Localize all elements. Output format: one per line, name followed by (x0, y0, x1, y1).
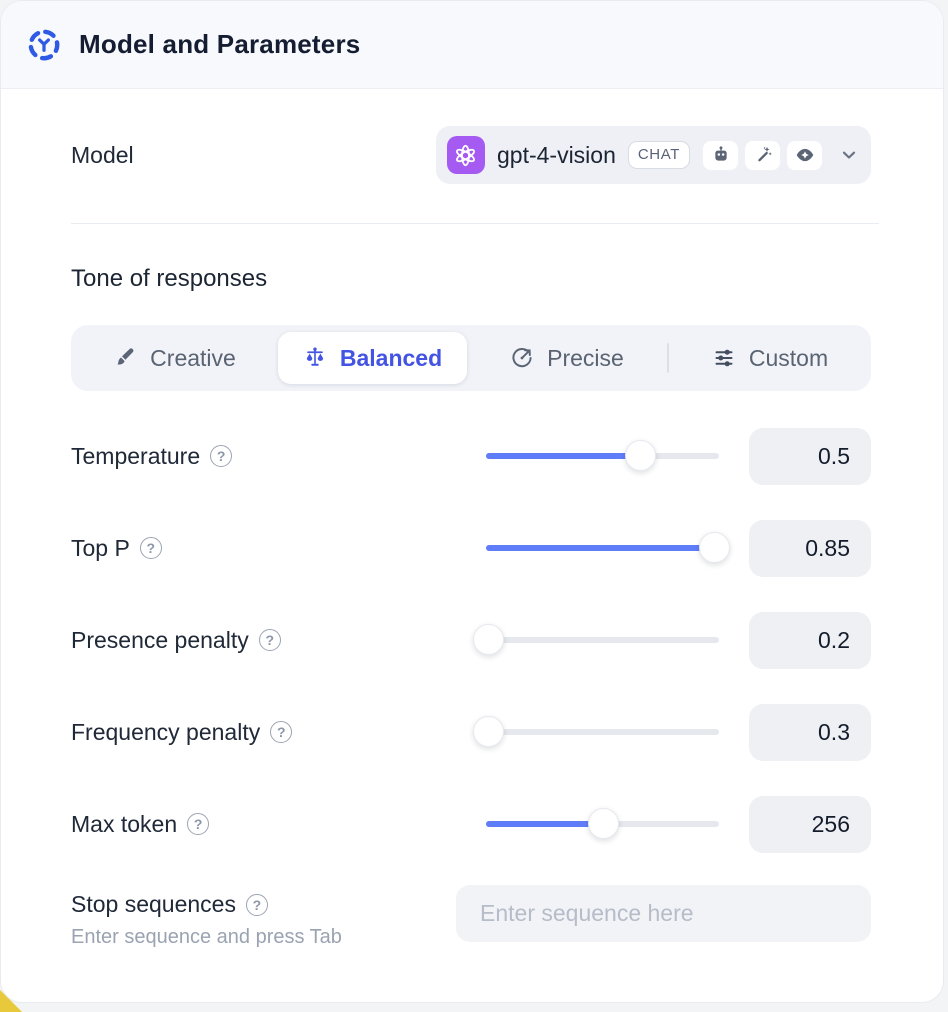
segment-divider (667, 343, 669, 373)
tone-option-label: Balanced (339, 344, 443, 371)
slider-thumb[interactable] (699, 532, 731, 563)
model-row: Model gpt-4-vision CHAT (71, 126, 871, 184)
tone-option-custom[interactable]: Custom (669, 332, 871, 384)
tone-option-label: Creative (150, 344, 236, 371)
model-type-badge: CHAT (627, 141, 690, 169)
robot-icon (702, 139, 739, 171)
sliders-icon (712, 346, 736, 370)
parameter-label: Temperature (71, 442, 201, 469)
help-icon[interactable]: ? (258, 629, 281, 651)
tone-option-creative[interactable]: Creative (71, 332, 278, 384)
openai-logo (446, 136, 485, 174)
model-capability-icons (702, 139, 823, 171)
help-icon[interactable]: ? (270, 721, 293, 743)
target-icon (510, 346, 534, 370)
slider-fill (486, 545, 715, 551)
slider-thumb[interactable] (624, 440, 656, 471)
chevron-down-icon[interactable] (839, 145, 859, 165)
parameter-label: Top P (71, 534, 130, 561)
top-p-value[interactable]: 0.85 (749, 519, 871, 577)
tone-option-balanced[interactable]: Balanced (278, 332, 467, 384)
slider-thumb[interactable] (587, 808, 619, 839)
card-header: Model and Parameters (1, 1, 943, 89)
tone-section-title: Tone of responses (71, 265, 268, 292)
presence-penalty-value[interactable]: 0.2 (749, 611, 871, 669)
balance-scale-icon (303, 346, 327, 370)
slider-track (486, 637, 719, 643)
parameter-row-temperature: Temperature ? 0.5 (71, 427, 871, 485)
slider-thumb[interactable] (473, 716, 505, 747)
parameter-label: Max token (71, 810, 178, 837)
paintbrush-icon (113, 346, 137, 370)
max-token-slider[interactable] (486, 808, 719, 840)
parameter-row-max-token: Max token ? 256 (71, 795, 871, 853)
slider-track (486, 729, 719, 735)
max-token-value[interactable]: 256 (749, 795, 871, 853)
stop-sequences-labels: Stop sequences ? Enter sequence and pres… (71, 885, 342, 949)
help-icon[interactable]: ? (245, 893, 268, 916)
model-select[interactable]: gpt-4-vision CHAT (435, 126, 871, 184)
parameter-label: Frequency penalty (71, 718, 261, 745)
help-icon[interactable]: ? (139, 537, 162, 559)
slider-fill (486, 453, 640, 459)
eye-sparkle-icon (786, 139, 823, 171)
temperature-value[interactable]: 0.5 (749, 427, 871, 485)
tone-option-label: Precise (547, 344, 624, 371)
tone-segmented-control: Creative Balanced Precise Custom (71, 325, 871, 391)
tone-option-label: Custom (748, 344, 829, 371)
model-name: gpt-4-vision (496, 141, 616, 168)
stop-sequences-row: Stop sequences ? Enter sequence and pres… (71, 885, 871, 949)
help-icon[interactable]: ? (187, 813, 210, 835)
page-title: Model and Parameters (79, 29, 361, 59)
parameter-row-presence-penalty: Presence penalty ? 0.2 (71, 611, 871, 669)
presence-penalty-slider[interactable] (473, 624, 719, 656)
wand-sparkles-icon (744, 139, 781, 171)
slider-thumb[interactable] (473, 624, 505, 655)
frequency-penalty-slider[interactable] (473, 716, 719, 748)
parameter-row-top-p: Top P ? 0.85 (71, 519, 871, 577)
frequency-penalty-value[interactable]: 0.3 (749, 703, 871, 761)
help-icon[interactable]: ? (210, 445, 233, 467)
section-divider (71, 223, 879, 224)
stop-sequences-label: Stop sequences (71, 891, 236, 917)
stop-sequence-input[interactable] (456, 885, 871, 942)
temperature-slider[interactable] (486, 440, 719, 472)
stop-sequences-helper: Enter sequence and press Tab (71, 926, 342, 948)
top-p-slider[interactable] (486, 532, 731, 564)
tone-option-precise[interactable]: Precise (467, 332, 667, 384)
parameter-label: Presence penalty (71, 626, 249, 653)
model-hub-icon (26, 27, 62, 63)
model-label: Model (71, 141, 134, 168)
parameter-row-frequency-penalty: Frequency penalty ? 0.3 (71, 703, 871, 761)
slider-fill (486, 821, 603, 827)
